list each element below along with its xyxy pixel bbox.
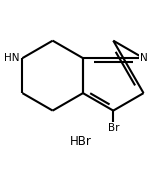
Text: N: N: [140, 53, 147, 63]
Text: HBr: HBr: [70, 135, 92, 148]
Text: HN: HN: [4, 53, 20, 63]
Text: Br: Br: [108, 123, 119, 133]
